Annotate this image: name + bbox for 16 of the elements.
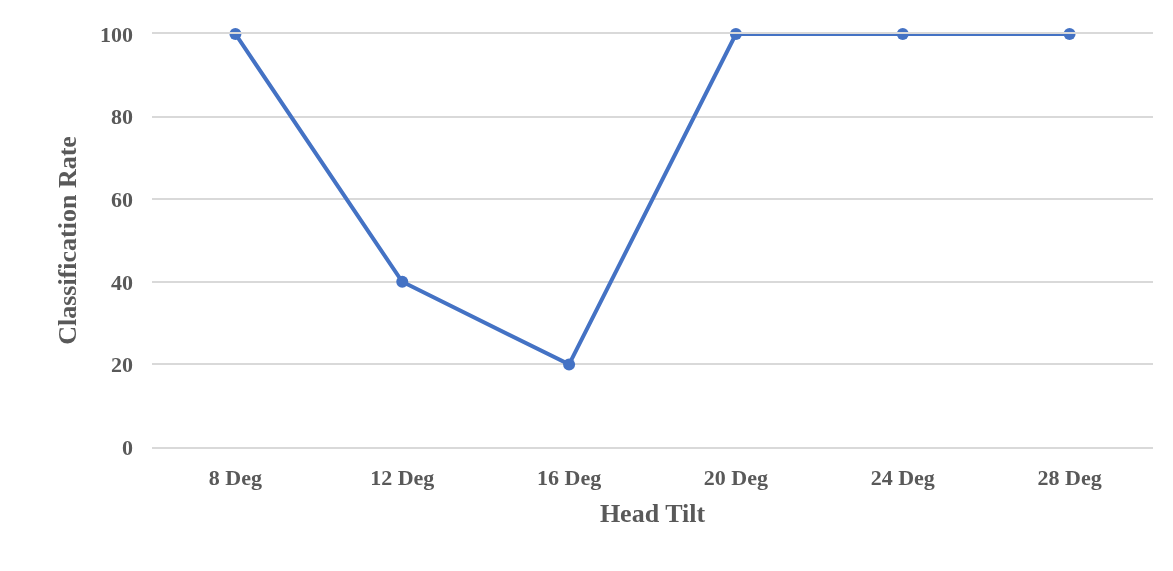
- x-tick-label: 20 Deg: [703, 465, 768, 491]
- y-tick-label: 80: [111, 104, 133, 130]
- x-tick-label: 16 Deg: [537, 465, 602, 491]
- x-tick-label: 8 Deg: [208, 465, 262, 491]
- y-tick-label: 60: [111, 186, 133, 212]
- point: [563, 358, 576, 371]
- y-tick-label: 100: [100, 21, 133, 47]
- x-tick-label: 28 Deg: [1037, 465, 1102, 491]
- y-tick-label: 0: [122, 434, 133, 460]
- x-tick-label: 24 Deg: [870, 465, 935, 491]
- x-axis-title: Head Tilt: [599, 499, 706, 529]
- x-tick-label: 12 Deg: [370, 465, 435, 491]
- y-tick-label: 40: [111, 269, 133, 295]
- y-tick-label: 20: [111, 352, 133, 378]
- y-axis-title: Classification Rate: [53, 136, 83, 345]
- point: [396, 275, 409, 288]
